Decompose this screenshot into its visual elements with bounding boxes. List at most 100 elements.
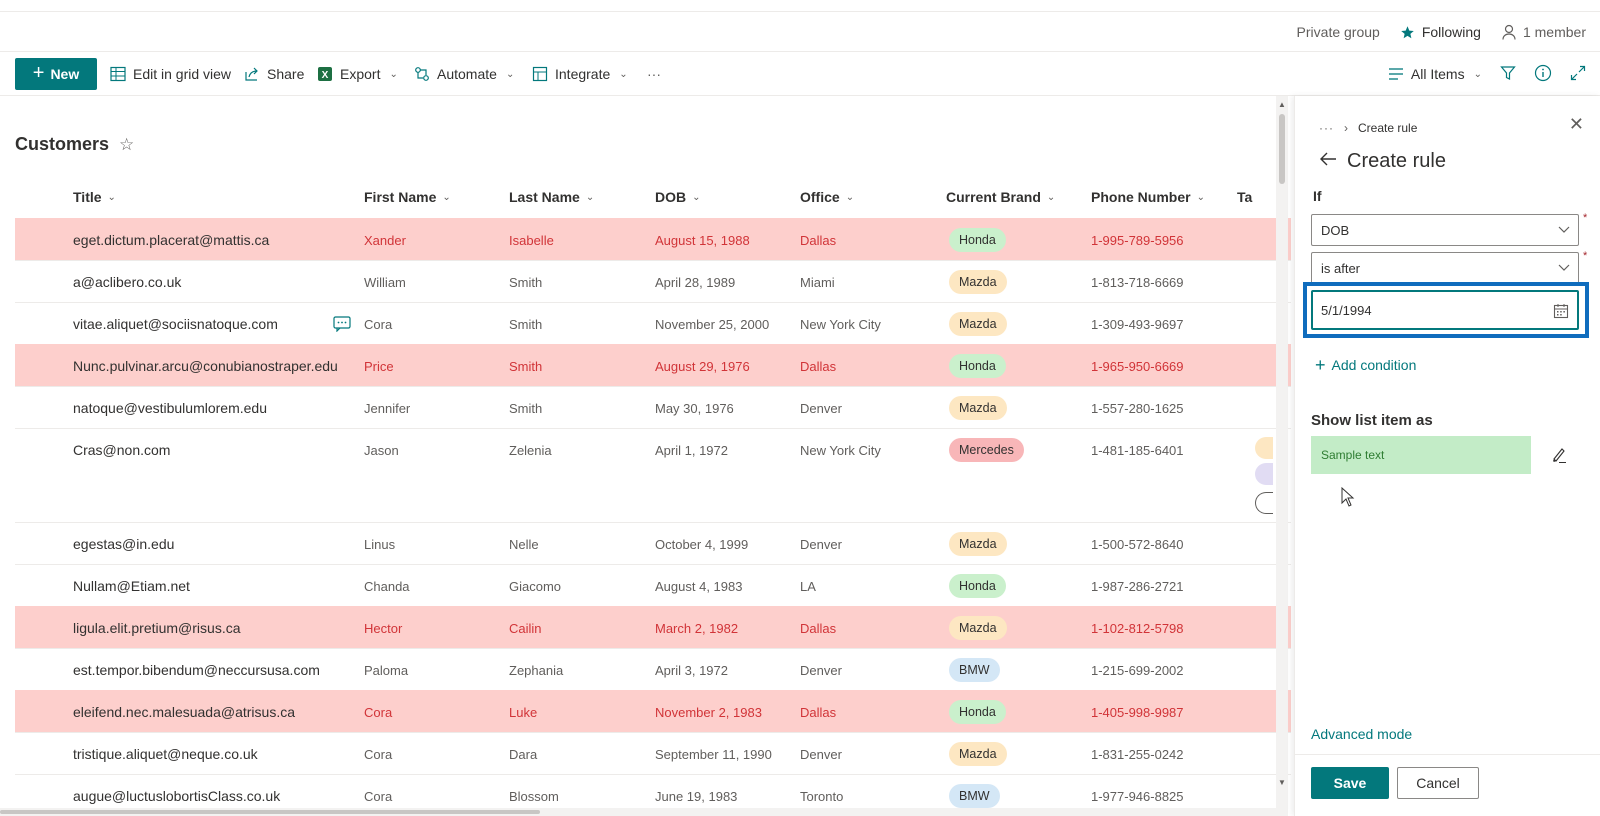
share-label: Share [267, 66, 305, 82]
table-row[interactable]: ligula.elit.pretium@risus.ca Hector Cailin… [15, 606, 1291, 648]
create-rule-panel: ··· › Create rule ✕ Create rule If DOB *… [1294, 96, 1600, 816]
chevron-down-icon: ⌄ [442, 191, 451, 203]
focus-highlight-box [1303, 282, 1589, 338]
scroll-up-arrow-icon[interactable]: ▲ [1278, 100, 1286, 109]
cell-phone: 1-481-185-6401 [1091, 442, 1184, 458]
brand-cell: Mazda [949, 523, 1007, 565]
column-header-first-name[interactable]: First Name ⌄ [364, 189, 451, 205]
cell-office: Toronto [800, 788, 844, 804]
cell-phone: 1-500-572-8640 [1091, 536, 1184, 552]
brand-cell: Mercedes [949, 429, 1024, 471]
automate-icon [414, 66, 430, 82]
operator-select[interactable]: is after [1311, 252, 1579, 284]
table-row[interactable]: Nunc.pulvinar.arcu@conubianostraper.edu P… [15, 344, 1291, 386]
plus-icon: + [1315, 355, 1326, 375]
cell-dob: October 4, 1999 [655, 536, 749, 552]
format-brush-icon[interactable] [1551, 446, 1567, 469]
chevron-down-icon: ⌄ [619, 68, 628, 80]
cell-phone: 1-965-950-6669 [1091, 358, 1184, 374]
following-button[interactable]: Following [1400, 24, 1481, 40]
share-button[interactable]: Share [244, 52, 304, 96]
tag-pill-partial [1255, 437, 1273, 459]
more-commands-button[interactable]: ··· [647, 66, 661, 82]
cell-office: LA [800, 578, 816, 594]
table-row[interactable]: eleifend.nec.malesuada@atrisus.ca Cora Luk… [15, 690, 1291, 732]
chevron-down-icon [1558, 261, 1570, 276]
scroll-down-arrow-icon[interactable]: ▼ [1278, 778, 1286, 787]
integrate-icon [532, 66, 548, 82]
calendar-icon[interactable] [1553, 303, 1569, 322]
table-row[interactable]: est.tempor.bibendum@neccursusa.com Paloma… [15, 648, 1291, 690]
cell-dob: November 25, 2000 [655, 316, 770, 332]
required-marker: * [1583, 250, 1588, 262]
cell-last: Luke [509, 704, 538, 720]
column-select[interactable]: DOB [1311, 214, 1579, 246]
new-button[interactable]: + New [15, 58, 97, 90]
expand-icon[interactable] [1570, 65, 1586, 84]
column-header-title[interactable]: Title ⌄ [73, 189, 116, 205]
view-switcher[interactable]: All Items ⌄ [1388, 52, 1482, 96]
export-button[interactable]: X Export ⌄ [317, 52, 398, 96]
scrollbar-thumb[interactable] [0, 810, 540, 814]
star-filled-icon [1400, 24, 1416, 40]
brand-pill: Honda [949, 574, 1006, 598]
list-grid: Title ⌄ First Name ⌄ Last Name ⌄ DOB ⌄ Offic… [15, 176, 1291, 808]
cell-first: Cora [364, 316, 393, 332]
cell-dob: March 2, 1982 [655, 620, 739, 636]
brand-cell: BMW [949, 775, 1000, 816]
table-row[interactable]: tristique.aliquet@neque.co.uk Cora Dara Sep… [15, 732, 1291, 774]
cell-last: Nelle [509, 536, 539, 552]
chevron-down-icon: ⌄ [585, 191, 595, 203]
column-header-tags[interactable]: Ta [1237, 189, 1253, 205]
column-header-phone[interactable]: Phone Number ⌄ [1091, 189, 1205, 205]
save-button[interactable]: Save [1311, 767, 1389, 799]
table-row[interactable]: Cras@non.com Jason Zelenia April 1, 1972 New… [15, 428, 1291, 522]
brand-pill: Mercedes [949, 438, 1024, 462]
new-label: New [50, 66, 80, 82]
table-row[interactable]: natoque@vestibulumlorem.edu Jennifer Smith… [15, 386, 1291, 428]
cell-title: Cras@non.com [73, 442, 171, 458]
cell-dob: April 28, 1989 [655, 274, 736, 290]
horizontal-scrollbar[interactable] [0, 808, 1276, 816]
cell-phone: 1-977-946-8825 [1091, 788, 1184, 804]
column-header-dob[interactable]: DOB ⌄ [655, 189, 701, 205]
date-input[interactable]: 5/1/1994 [1311, 290, 1579, 330]
cell-phone: 1-215-699-2002 [1091, 662, 1184, 678]
breadcrumb: ··· › Create rule [1319, 121, 1417, 135]
brand-pill: BMW [949, 784, 1000, 808]
add-condition-button[interactable]: + Add condition [1315, 356, 1416, 374]
close-icon[interactable]: ✕ [1568, 114, 1584, 134]
table-row[interactable]: augue@luctuslobortisClass.co.uk Cora Bloss… [15, 774, 1291, 816]
members-button[interactable]: 1 member [1501, 24, 1586, 40]
brand-cell: Honda [949, 565, 1006, 607]
favorite-star-icon[interactable]: ☆ [119, 134, 135, 154]
cell-phone: 1-102-812-5798 [1091, 620, 1184, 636]
edit-grid-button[interactable]: Edit in grid view [110, 52, 231, 96]
sample-text-preview[interactable]: Sample text [1311, 436, 1531, 474]
vertical-scrollbar[interactable]: ▲ ▼ [1276, 96, 1288, 816]
automate-button[interactable]: Automate ⌄ [414, 52, 514, 96]
column-header-last-name[interactable]: Last Name ⌄ [509, 189, 595, 205]
table-row[interactable]: egestas@in.edu Linus Nelle October 4, 1999 D… [15, 522, 1291, 564]
cell-dob: June 19, 1983 [655, 788, 738, 804]
table-row[interactable]: a@aclibero.co.uk William Smith April 28, 19… [15, 260, 1291, 302]
chevron-down-icon [1558, 223, 1570, 238]
integrate-button[interactable]: Integrate ⌄ [532, 52, 628, 96]
comment-icon[interactable] [333, 316, 351, 335]
brand-pill: BMW [949, 658, 1000, 682]
back-arrow-icon[interactable] [1319, 150, 1337, 173]
cancel-button[interactable]: Cancel [1397, 767, 1479, 799]
advanced-mode-link[interactable]: Advanced mode [1311, 726, 1413, 742]
scrollbar-thumb[interactable] [1279, 114, 1285, 184]
table-row[interactable]: eget.dictum.placerat@mattis.ca Xander Isab… [15, 218, 1291, 260]
brand-pill: Mazda [949, 270, 1007, 294]
table-row[interactable]: vitae.aliquet@sociisnatoque.com Cora Smith… [15, 302, 1291, 344]
filter-icon[interactable] [1500, 65, 1516, 84]
column-header-brand[interactable]: Current Brand ⌄ [946, 189, 1056, 205]
breadcrumb-more-button[interactable]: ··· [1319, 121, 1334, 135]
cell-first: Jason [364, 442, 399, 458]
table-row[interactable]: Nullam@Etiam.net Chanda Giacomo August 4, 1… [15, 564, 1291, 606]
cell-first: Paloma [364, 662, 409, 678]
column-header-office[interactable]: Office ⌄ [800, 189, 855, 205]
info-icon[interactable] [1534, 64, 1552, 85]
